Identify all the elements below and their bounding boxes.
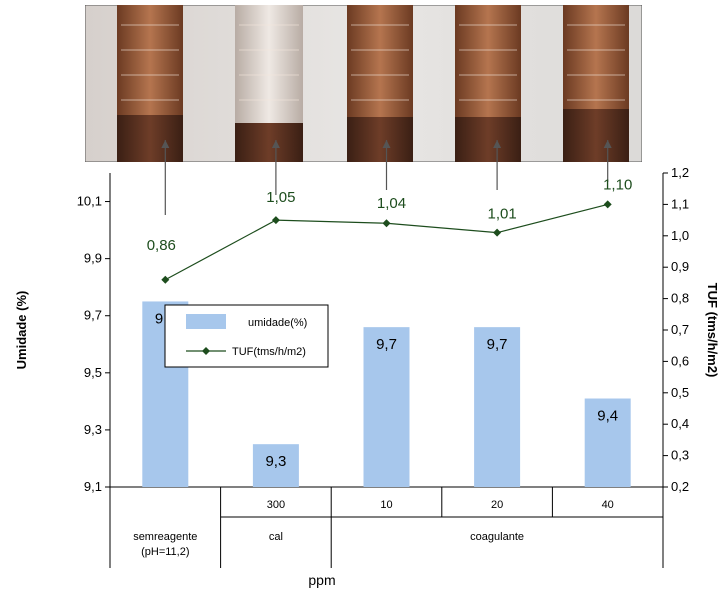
category-label: 20	[491, 499, 503, 511]
right-tick-label: 0,5	[671, 385, 689, 400]
bar	[363, 327, 410, 487]
arrow-head	[493, 140, 502, 148]
sedimentation-cylinders-photo	[84, 4, 643, 163]
legend-bar-swatch	[186, 314, 226, 329]
right-tick-label: 0,7	[671, 322, 689, 337]
tuf-point	[493, 228, 502, 237]
group-label: (pH=11,2)	[141, 546, 189, 558]
group-label: coagulante	[470, 531, 524, 543]
tuf-point	[161, 275, 170, 284]
y-axis-right-title: TUF (tms/h/m2)	[705, 283, 720, 378]
category-label: 300	[267, 499, 285, 511]
tuf-value-label: 1,05	[266, 189, 295, 206]
bar-value-label: 9,7	[487, 336, 508, 353]
left-tick-label: 9,5	[84, 365, 102, 380]
tuf-series-line	[165, 203, 608, 281]
left-tick-label: 10,1	[77, 194, 102, 209]
group-label: cal	[269, 531, 283, 543]
right-tick-label: 0,3	[671, 448, 689, 463]
arrow-head	[161, 140, 170, 148]
right-tick-label: 1,1	[671, 196, 689, 211]
legend-bar-label: umidade(%)	[248, 317, 307, 329]
arrows	[161, 140, 612, 215]
right-tick-label: 0,2	[671, 479, 689, 494]
left-tick-label: 9,7	[84, 308, 102, 323]
x-axis: 300 10 20 40 semreagente (pH=11,2) cal coagulan…	[109, 487, 664, 588]
cylinder-2	[235, 5, 303, 162]
right-tick-label: 0,6	[671, 353, 689, 368]
right-tick-label: 1,0	[671, 228, 689, 243]
bar-value-label: 9,3	[265, 453, 286, 470]
x-axis-title: ppm	[308, 572, 335, 588]
right-tick-label: 0,8	[671, 291, 689, 306]
tuf-value-label: 1,01	[487, 206, 516, 223]
cylinder-5	[563, 5, 629, 162]
category-label: 40	[602, 499, 614, 511]
right-tick-label: 1,2	[671, 165, 689, 180]
arrow-head	[603, 140, 612, 148]
arrow-head	[382, 140, 391, 148]
cylinder-1	[117, 5, 183, 162]
tuf-value-label: 1,10	[603, 176, 632, 193]
category-label: 10	[380, 499, 392, 511]
y-axis-left-title: Umidade (%)	[14, 291, 29, 370]
bar	[584, 398, 631, 487]
bar	[252, 444, 299, 487]
tuf-point	[271, 216, 280, 225]
tuf-value-label: 1,04	[377, 195, 406, 212]
left-tick-label: 9,3	[84, 422, 102, 437]
left-tick-label: 9,9	[84, 251, 102, 266]
tuf-point	[382, 219, 391, 228]
bar-value-label: 9,4	[597, 408, 618, 425]
left-tick-label: 9,1	[84, 479, 102, 494]
arrow-head	[271, 140, 280, 148]
bar	[474, 327, 521, 487]
tuf-value-label: 0,86	[147, 237, 176, 254]
right-tick-label: 0,4	[671, 416, 689, 431]
tuf-line	[161, 200, 612, 284]
right-tick-label: 0,9	[671, 259, 689, 274]
legend-line-marker	[202, 347, 210, 355]
cylinder-3	[347, 5, 413, 162]
bar-value-label: 9,7	[376, 336, 397, 353]
axes: 9,1 9,3 9,5 9,7 9,9 10,1 0,2 0,3 0,4 0,5 0,6 0,7 0,8…	[14, 165, 720, 494]
group-label: semreagente	[133, 531, 197, 543]
legend-line-label: TUF(tms/h/m2)	[232, 346, 306, 358]
tuf-point	[603, 200, 612, 209]
cylinder-4	[455, 5, 521, 162]
legend: umidade(%) TUF(tms/h/m2)	[164, 304, 329, 368]
